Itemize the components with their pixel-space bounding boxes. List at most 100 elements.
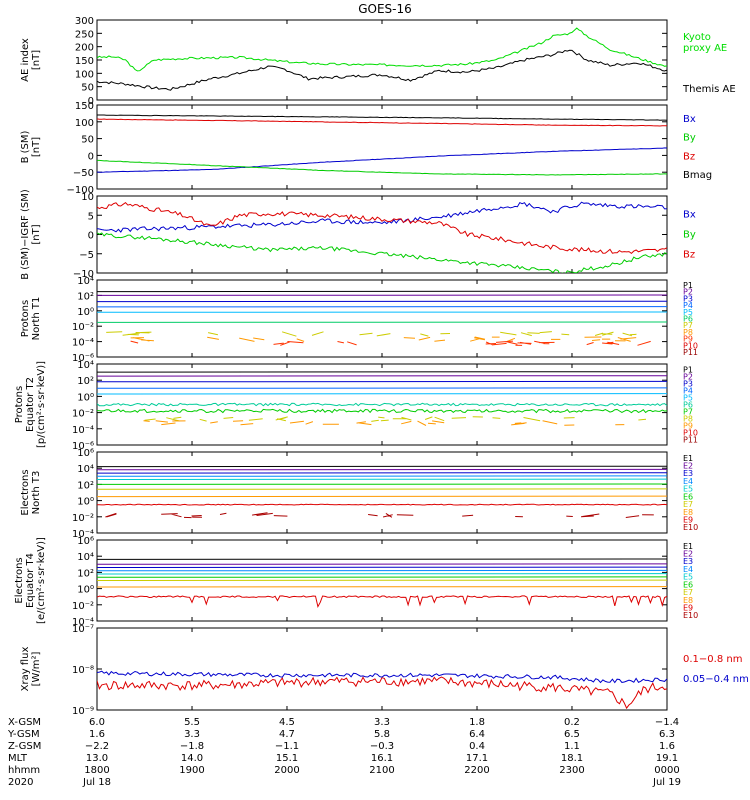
x-axis-cell: Jul 19 bbox=[652, 777, 681, 788]
x-axis-cell: 14.0 bbox=[181, 753, 203, 764]
y-tick-label: 200 bbox=[75, 43, 94, 54]
legend-label: E2 bbox=[683, 462, 693, 471]
series-line-p7 bbox=[106, 331, 637, 337]
y-tick-label: −50 bbox=[73, 168, 94, 179]
x-axis-cell: 0000 bbox=[654, 765, 679, 776]
panel-bsm: −100 −50 0 50 100 150 B (SM) [nT] Bx By Bz Bmag bbox=[20, 101, 712, 196]
legend-label: E4 bbox=[683, 565, 693, 574]
y-tick-label: 150 bbox=[75, 101, 94, 112]
y-tick-label: 10⁰ bbox=[77, 392, 94, 403]
y-tick-label: 10⁻⁴ bbox=[72, 425, 94, 436]
legend-label: Kyoto bbox=[683, 32, 711, 43]
legend-label: E6 bbox=[683, 492, 693, 501]
legend-label: P6 bbox=[683, 315, 693, 324]
x-axis-cell: Jul 18 bbox=[82, 777, 111, 788]
x-axis-row-label: 2020 bbox=[8, 777, 33, 788]
x-axis-cell: −0.3 bbox=[370, 741, 394, 752]
y-tick-label: 10² bbox=[77, 376, 94, 387]
y-axis-label: B (SM) bbox=[20, 130, 31, 163]
y-tick-label: 10⁻² bbox=[72, 409, 94, 420]
legend-label: E9 bbox=[683, 516, 693, 525]
y-axis-label: B (SM)−IGRF (SM) bbox=[20, 189, 31, 280]
legend-label: P3 bbox=[683, 294, 693, 303]
legend-label: P2 bbox=[683, 372, 693, 381]
y-tick-label: 10 bbox=[81, 192, 94, 203]
y-axis-label: AE index bbox=[20, 38, 31, 82]
y-tick-label: −100 bbox=[67, 185, 94, 196]
y-tick-label: 150 bbox=[75, 56, 94, 67]
y-tick-label: 300 bbox=[75, 16, 94, 27]
y-tick-label: 0 bbox=[88, 231, 94, 242]
x-axis-cell: 1800 bbox=[84, 765, 109, 776]
legend-label: P8 bbox=[683, 415, 693, 424]
legend-label: P11 bbox=[683, 436, 698, 445]
y-tick-label: 10⁻² bbox=[72, 322, 94, 333]
legend-label: E9 bbox=[683, 604, 693, 613]
legend-label: P7 bbox=[683, 321, 693, 330]
y-tick-label: 10⁻⁶ bbox=[72, 353, 94, 364]
x-axis-cell: 2200 bbox=[464, 765, 489, 776]
y-axis-label: North T3 bbox=[31, 471, 42, 515]
legend-label: Bx bbox=[683, 114, 696, 125]
y-tick-label: 250 bbox=[75, 29, 94, 40]
series-line-by bbox=[97, 159, 667, 176]
legend-label: E7 bbox=[683, 588, 693, 597]
series-line-bz bbox=[97, 118, 667, 127]
series-line-p8 bbox=[130, 336, 637, 342]
x-axis-cell: 2300 bbox=[559, 765, 584, 776]
legend-label: E8 bbox=[683, 596, 693, 605]
x-axis-row-label: Z-GSM bbox=[8, 741, 41, 752]
y-axis-label: [W/m²] bbox=[31, 651, 42, 686]
legend-label: P6 bbox=[683, 401, 693, 410]
x-axis-cell: 4.5 bbox=[279, 717, 295, 728]
y-tick-label: 5 bbox=[88, 211, 94, 222]
legend-label: 0.1−0.8 nm bbox=[683, 654, 742, 665]
x-axis-cell: 2100 bbox=[369, 765, 394, 776]
series-line-e8 bbox=[97, 495, 667, 498]
series-line-0-05-0-4-nm bbox=[97, 670, 667, 684]
series-line-p9 bbox=[143, 420, 625, 426]
y-tick-label: 100 bbox=[75, 69, 94, 80]
y-tick-label: 10⁰ bbox=[77, 497, 94, 508]
legend-label: E10 bbox=[683, 523, 698, 532]
x-axis-row-label: hhmm bbox=[8, 765, 40, 776]
legend-label: P3 bbox=[683, 379, 693, 388]
x-axis-cell: −1.4 bbox=[655, 717, 679, 728]
y-tick-label: 10⁰ bbox=[77, 307, 94, 318]
x-axis-cell: 3.3 bbox=[374, 717, 390, 728]
x-axis-cell: 3.3 bbox=[184, 729, 200, 740]
chart-title: GOES-16 bbox=[358, 2, 412, 16]
y-tick-label: 10⁻⁴ bbox=[72, 617, 94, 628]
y-axis-label: [nT] bbox=[31, 50, 42, 70]
legend-label: Bz bbox=[683, 250, 695, 261]
legend-label: E10 bbox=[683, 611, 698, 620]
y-axis-label: [p/(cm²·s·sr·keV)] bbox=[36, 361, 47, 448]
y-axis-label: Xray flux bbox=[20, 647, 31, 692]
legend-label: Themis AE bbox=[682, 84, 736, 95]
y-tick-label: 0 bbox=[88, 96, 94, 107]
legend-label: P9 bbox=[683, 422, 693, 431]
legend-label: E1 bbox=[683, 454, 693, 463]
x-axis-row-label: Y-GSM bbox=[7, 729, 40, 740]
legend-label: E3 bbox=[683, 469, 693, 478]
series-line-bx bbox=[97, 201, 667, 233]
series-line-bmag bbox=[97, 114, 667, 121]
series-line-themis-ae bbox=[97, 49, 667, 91]
x-axis-cell: 1.8 bbox=[469, 717, 485, 728]
y-tick-label: −5 bbox=[79, 250, 94, 261]
legend-label: E6 bbox=[683, 580, 693, 589]
legend-label: Bmag bbox=[683, 170, 712, 181]
y-axis-label: North T1 bbox=[31, 297, 42, 341]
x-axis-cell: −1.1 bbox=[275, 741, 299, 752]
series-line-p7 bbox=[97, 408, 667, 414]
x-axis-cell: 5.8 bbox=[374, 729, 390, 740]
y-axis-label: [nT] bbox=[31, 224, 42, 244]
legend-label: P10 bbox=[683, 341, 698, 350]
panel-peq: 10⁴ 10² 10⁰ 10⁻² 10⁻⁴ 10⁻⁶ Protons Equator T2 [p… bbox=[14, 360, 698, 452]
x-axis-cell: 15.1 bbox=[276, 753, 298, 764]
legend-label: P8 bbox=[683, 328, 693, 337]
panel-frame bbox=[96, 627, 668, 711]
panel-bigrf: −10 −5 0 5 10 B (SM)−IGRF (SM) [nT] Bx By Bz bbox=[20, 189, 696, 280]
legend-label: P1 bbox=[683, 365, 693, 374]
legend-label: P7 bbox=[683, 408, 693, 417]
